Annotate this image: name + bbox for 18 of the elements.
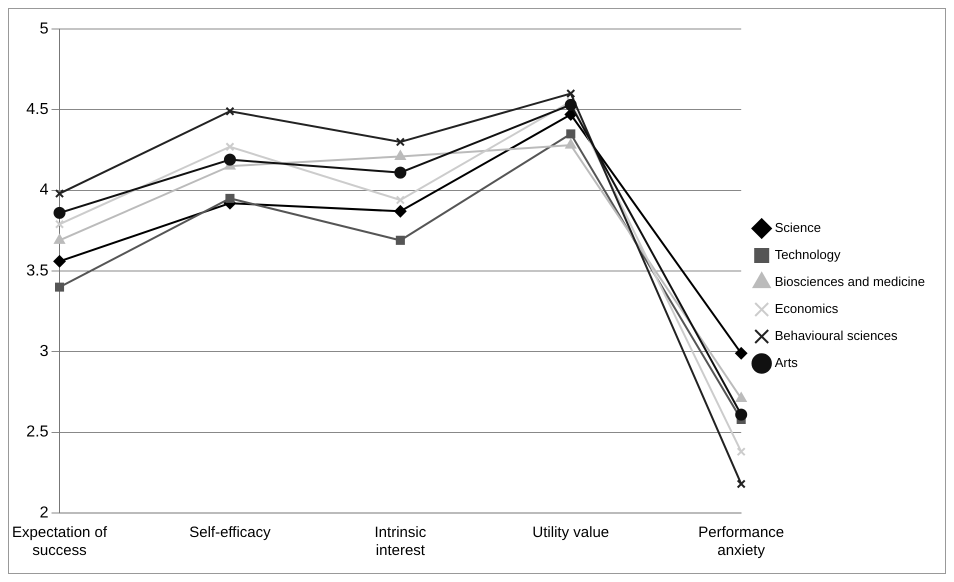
y-tick-label: 3.5	[26, 262, 49, 280]
y-tick-label: 5	[40, 20, 49, 38]
legend-label: Science	[774, 220, 821, 236]
x-tick-label: Utility value	[532, 524, 610, 542]
legend-label: Biosciences and medicine	[774, 274, 926, 290]
legend-label: Behavioural sciences	[774, 328, 898, 344]
x-tick-label: Performance anxiety	[698, 524, 784, 560]
legend-label: Economics	[774, 301, 839, 316]
y-tick-label: 2	[40, 504, 49, 522]
y-tick-label: 3	[40, 343, 49, 360]
x-tick-label: Self-efficacy	[189, 524, 272, 542]
x-tick-label: Expectation of success	[12, 524, 108, 560]
y-tick-label: 4.5	[26, 101, 49, 118]
y-tick-label: 4	[40, 182, 49, 199]
x-tick-label: Intrinsic interest	[374, 524, 427, 560]
legend-label: Arts	[774, 355, 798, 370]
y-tick-label: 2.5	[26, 424, 49, 441]
legend-label: Technology	[774, 247, 841, 262]
